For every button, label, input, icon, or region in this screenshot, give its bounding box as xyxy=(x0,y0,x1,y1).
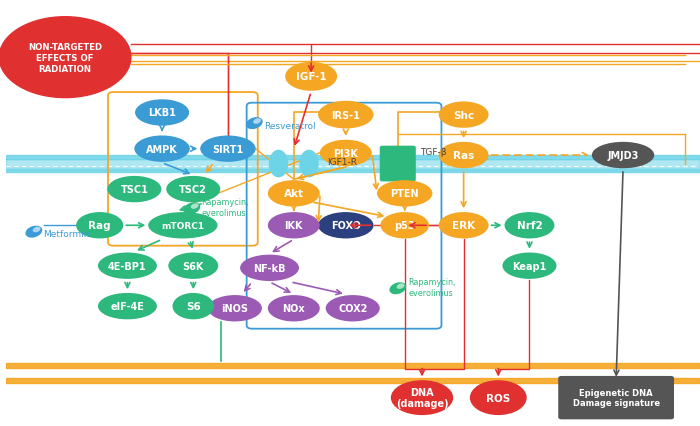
Ellipse shape xyxy=(33,227,41,233)
Ellipse shape xyxy=(380,213,429,239)
Text: ERK: ERK xyxy=(452,221,475,231)
Text: Rag: Rag xyxy=(88,221,111,231)
Ellipse shape xyxy=(268,295,320,322)
Text: NF-kB: NF-kB xyxy=(253,263,286,273)
Text: Ras: Ras xyxy=(453,151,474,161)
Ellipse shape xyxy=(320,141,372,167)
Ellipse shape xyxy=(208,295,262,322)
Ellipse shape xyxy=(107,176,162,203)
Text: mTORC1: mTORC1 xyxy=(161,221,204,230)
Ellipse shape xyxy=(439,143,489,169)
Text: iNOS: iNOS xyxy=(221,304,248,314)
Text: TSC2: TSC2 xyxy=(179,184,207,195)
Ellipse shape xyxy=(134,136,190,162)
Ellipse shape xyxy=(268,213,320,239)
Text: Keap1: Keap1 xyxy=(512,261,547,271)
Text: Akt: Akt xyxy=(284,189,304,199)
Text: IKK: IKK xyxy=(284,221,303,231)
Ellipse shape xyxy=(183,203,200,215)
Ellipse shape xyxy=(98,293,157,320)
Text: Epigenetic DNA
Damage signature: Epigenetic DNA Damage signature xyxy=(573,388,659,407)
Ellipse shape xyxy=(318,213,374,239)
Text: Nrf2: Nrf2 xyxy=(517,221,542,231)
Text: NON-TARGETED
EFFECTS OF
RADIATION: NON-TARGETED EFFECTS OF RADIATION xyxy=(28,43,102,74)
Ellipse shape xyxy=(439,213,489,239)
Text: LKB1: LKB1 xyxy=(148,108,176,118)
Text: IGF-1: IGF-1 xyxy=(296,72,326,82)
Ellipse shape xyxy=(300,150,318,178)
Text: AMPK: AMPK xyxy=(146,144,178,154)
Text: Metformin: Metformin xyxy=(43,230,90,239)
Text: p53: p53 xyxy=(394,221,415,231)
Ellipse shape xyxy=(166,176,220,203)
Text: COX2: COX2 xyxy=(338,304,368,314)
Ellipse shape xyxy=(148,213,218,239)
Ellipse shape xyxy=(246,118,262,130)
Ellipse shape xyxy=(503,253,556,279)
Text: S6: S6 xyxy=(186,302,201,311)
Text: Rapamycin,
everolimus: Rapamycin, everolimus xyxy=(408,278,456,297)
Text: FOXO: FOXO xyxy=(331,221,360,231)
Text: eIF-4E: eIF-4E xyxy=(111,302,144,311)
Text: IGF1-R: IGF1-R xyxy=(327,158,357,167)
Text: TGF-β: TGF-β xyxy=(420,148,447,157)
Ellipse shape xyxy=(268,181,320,207)
Ellipse shape xyxy=(592,143,654,169)
Ellipse shape xyxy=(470,380,526,415)
Text: DNA
(damage): DNA (damage) xyxy=(395,387,448,408)
Text: PTEN: PTEN xyxy=(391,189,419,199)
Ellipse shape xyxy=(168,253,218,279)
Ellipse shape xyxy=(76,213,123,239)
Text: JMJD3: JMJD3 xyxy=(608,151,638,161)
Ellipse shape xyxy=(191,204,199,210)
Text: PI3K: PI3K xyxy=(333,149,358,158)
Ellipse shape xyxy=(397,284,405,289)
Ellipse shape xyxy=(318,101,374,129)
Ellipse shape xyxy=(269,150,288,178)
FancyBboxPatch shape xyxy=(379,147,416,182)
Ellipse shape xyxy=(377,181,433,207)
Text: 4E-BP1: 4E-BP1 xyxy=(108,261,147,271)
Ellipse shape xyxy=(98,253,157,279)
Ellipse shape xyxy=(505,213,554,239)
Ellipse shape xyxy=(285,63,337,92)
Text: Rapamycin,
everolimus: Rapamycin, everolimus xyxy=(202,198,249,217)
Text: NOx: NOx xyxy=(283,304,305,314)
Text: ROS: ROS xyxy=(486,393,510,403)
Ellipse shape xyxy=(200,136,256,162)
Ellipse shape xyxy=(253,119,261,124)
Circle shape xyxy=(0,17,131,98)
Text: TSC1: TSC1 xyxy=(120,184,148,195)
FancyBboxPatch shape xyxy=(558,376,674,419)
Text: S6K: S6K xyxy=(183,261,204,271)
Ellipse shape xyxy=(25,226,42,238)
Text: SIRT1: SIRT1 xyxy=(212,144,244,154)
Ellipse shape xyxy=(135,100,189,127)
Ellipse shape xyxy=(389,282,406,294)
Ellipse shape xyxy=(240,255,299,281)
Text: Shc: Shc xyxy=(453,110,474,120)
Ellipse shape xyxy=(439,102,489,129)
Text: Resveratrol: Resveratrol xyxy=(264,121,316,130)
Ellipse shape xyxy=(326,295,379,322)
Text: IRS-1: IRS-1 xyxy=(331,110,360,120)
Ellipse shape xyxy=(172,293,214,320)
Ellipse shape xyxy=(391,380,453,415)
